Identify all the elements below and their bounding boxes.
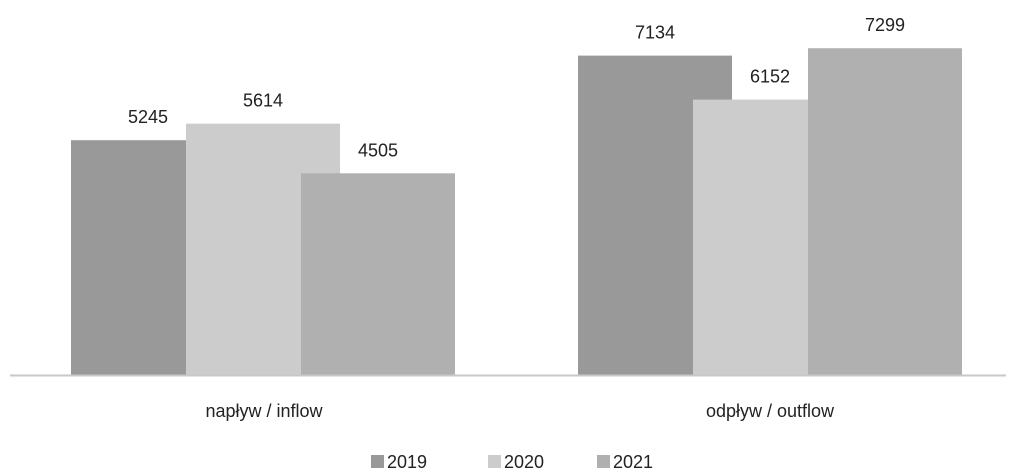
legend-swatch-2019 [371,455,384,468]
legend-swatch-2020 [488,455,501,468]
category-label-inflow: napływ / inflow [205,401,323,421]
data-label-2020-inflow: 5614 [243,91,283,111]
data-label-2019-outflow: 7134 [635,23,675,43]
legend-swatch-2021 [597,455,610,468]
data-label-2020-outflow: 6152 [750,67,790,87]
data-label-2021-outflow: 7299 [865,15,905,35]
legend-label-2019: 2019 [387,452,427,468]
bar-2021-inflow [301,173,455,375]
bars-layer [71,48,962,376]
data-label-2019-inflow: 5245 [128,107,168,127]
bar-2021-outflow [808,48,962,376]
category-labels-layer: napływ / inflow odpływ / outflow [205,401,835,421]
legend-label-2020: 2020 [504,452,544,468]
data-labels-layer: 5245 5614 4505 7134 6152 7299 [128,15,905,160]
category-label-outflow: odpływ / outflow [706,401,835,421]
legend-label-2021: 2021 [613,452,653,468]
data-label-2021-inflow: 4505 [358,140,398,160]
legend: 2019 2020 2021 [371,452,653,472]
